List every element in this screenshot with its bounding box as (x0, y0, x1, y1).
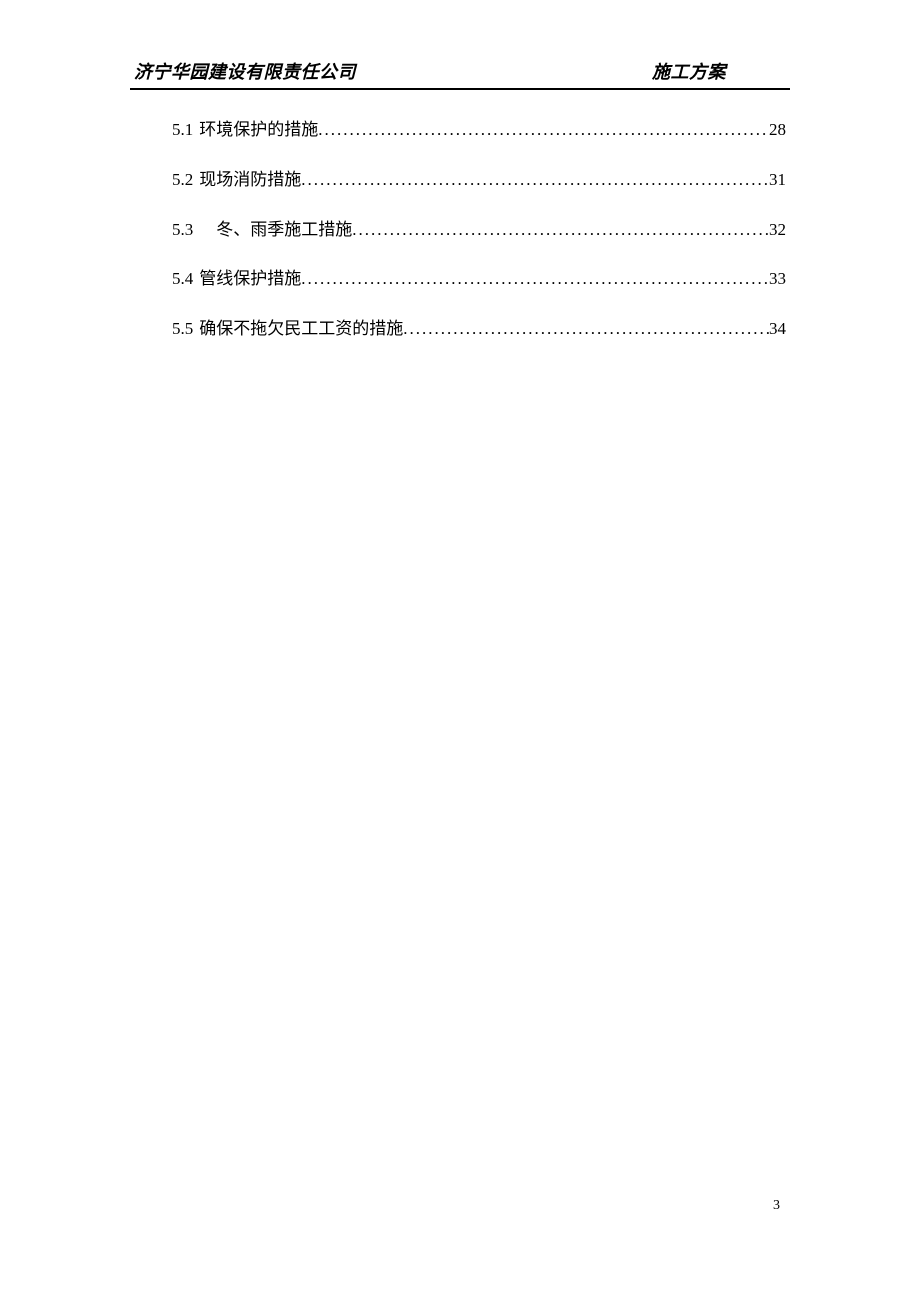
toc-entry-title: 确保不拖欠民工工资的措施 (199, 317, 403, 341)
toc-entry-page: 31 (769, 168, 786, 192)
toc-entry-number: 5.1 (172, 118, 193, 142)
header-underline (130, 88, 790, 90)
toc-entry: 5.4 管线保护措施 33 (172, 267, 786, 291)
toc-entry: 5.1 环境保护的措施 28 (172, 118, 786, 142)
toc-entry: 5.3 冬、雨季施工措施 32 (172, 218, 786, 242)
page-header: 济宁华园建设有限责任公司 施工方案 (130, 58, 790, 86)
toc-entry-title: 环境保护的措施 (199, 118, 318, 142)
page-number: 3 (773, 1198, 780, 1214)
toc-entry-number: 5.4 (172, 267, 193, 291)
toc-entry-title: 现场消防措施 (199, 168, 301, 192)
toc-entry-title: 冬、雨季施工措施 (199, 218, 352, 242)
toc-entry-title: 管线保护措施 (199, 267, 301, 291)
toc-leader-dots (352, 218, 769, 242)
toc-entry-page: 32 (769, 218, 786, 242)
toc-entry: 5.2 现场消防措施 31 (172, 168, 786, 192)
toc-leader-dots (318, 118, 769, 142)
header-doc-title: 施工方案 (652, 58, 726, 84)
page-content: 济宁华园建设有限责任公司 施工方案 5.1 环境保护的措施 28 5.2 现场消… (130, 58, 790, 367)
toc-leader-dots (301, 168, 769, 192)
toc-entry-number: 5.3 (172, 218, 193, 242)
toc-entry: 5.5 确保不拖欠民工工资的措施 34 (172, 317, 786, 341)
toc-entry-page: 34 (769, 317, 786, 341)
toc-entry-number: 5.5 (172, 317, 193, 341)
toc-leader-dots (403, 317, 769, 341)
toc-entry-page: 33 (769, 267, 786, 291)
toc-entry-number: 5.2 (172, 168, 193, 192)
toc-entry-page: 28 (769, 118, 786, 142)
toc-leader-dots (301, 267, 769, 291)
table-of-contents: 5.1 环境保护的措施 28 5.2 现场消防措施 31 5.3 冬、雨季施工措… (130, 118, 790, 341)
header-company: 济宁华园建设有限责任公司 (134, 58, 356, 84)
